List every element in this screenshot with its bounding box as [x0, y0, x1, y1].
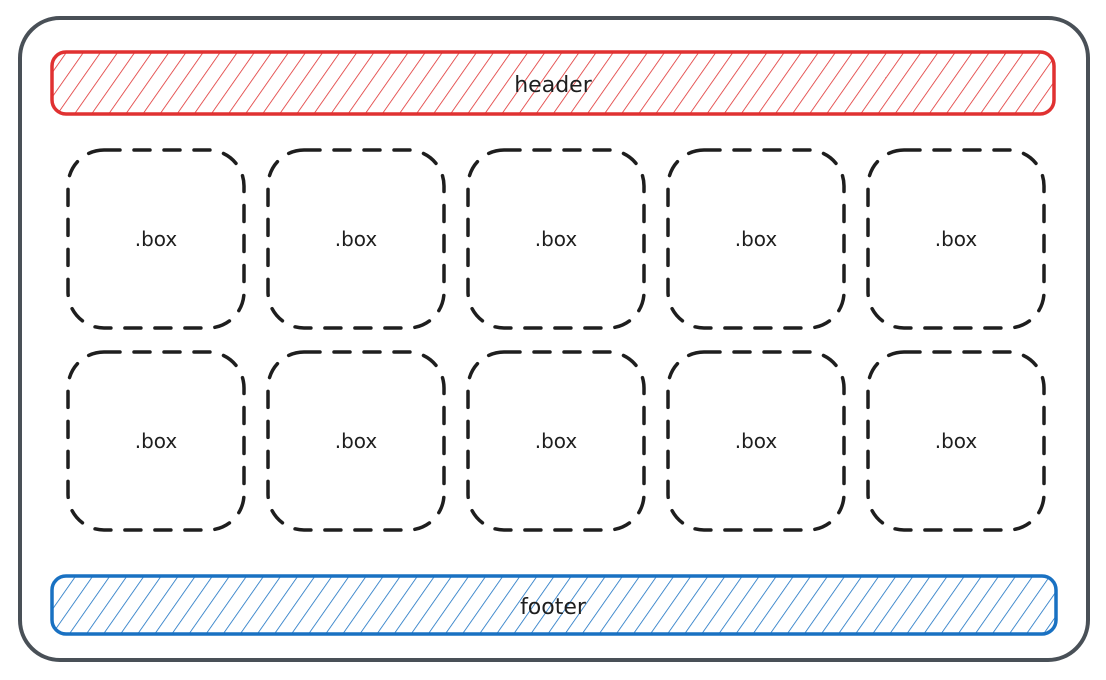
box-9: .box [666, 350, 846, 532]
box-3: .box [466, 148, 646, 330]
box-label: .box [735, 227, 778, 251]
box-outline [266, 148, 446, 330]
box-label: .box [735, 429, 778, 453]
box-outline [66, 148, 246, 330]
box-2: .box [266, 148, 446, 330]
box-outline [666, 148, 846, 330]
box-7: .box [266, 350, 446, 532]
header-region: header [50, 50, 1056, 116]
box-label: .box [535, 227, 578, 251]
footer-label: footer [520, 595, 587, 620]
box-5: .box [866, 148, 1046, 330]
box-label: .box [135, 227, 178, 251]
box-label: .box [935, 429, 978, 453]
box-outline [866, 148, 1046, 330]
box-outline [266, 350, 446, 532]
box-label: .box [135, 429, 178, 453]
container-outline [18, 16, 1090, 662]
box-label: .box [935, 227, 978, 251]
header-label: header [514, 73, 592, 98]
box-outline [466, 350, 646, 532]
box-outline [66, 350, 246, 532]
boxes-grid: .box .box .box .box .box .box .box .box .box .box [66, 148, 1046, 532]
box-label: .box [335, 227, 378, 251]
box-outline [666, 350, 846, 532]
footer-region: footer [50, 574, 1058, 636]
box-4: .box [666, 148, 846, 330]
box-8: .box [466, 350, 646, 532]
footer-box [50, 574, 1058, 636]
header-box [50, 50, 1056, 116]
box-10: .box [866, 350, 1046, 532]
box-label: .box [535, 429, 578, 453]
box-6: .box [66, 350, 246, 532]
box-1: .box [66, 148, 246, 330]
box-outline [866, 350, 1046, 532]
box-label: .box [335, 429, 378, 453]
box-outline [466, 148, 646, 330]
